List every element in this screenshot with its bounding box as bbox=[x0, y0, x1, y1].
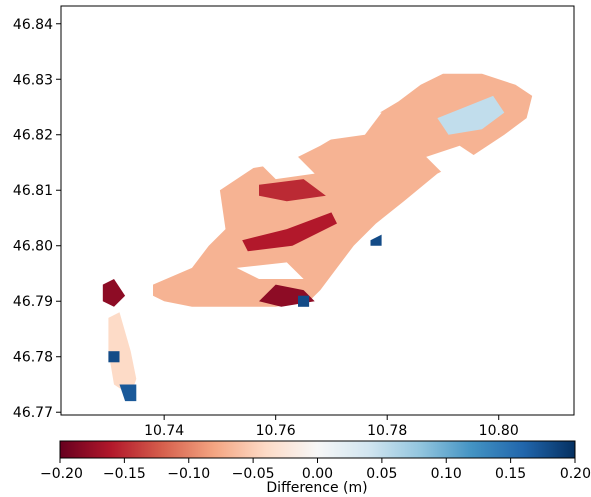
y-tick-label: 46.80 bbox=[13, 239, 53, 255]
x-tick-label: 10.80 bbox=[479, 423, 519, 439]
colorbar-tick-label: −0.20 bbox=[40, 466, 83, 482]
colorbar-tick-label: −0.05 bbox=[232, 466, 275, 482]
y-tick-label: 46.83 bbox=[13, 72, 53, 88]
heatmap-region bbox=[119, 384, 137, 402]
colorbar-tick-label: −0.15 bbox=[103, 466, 146, 482]
heatmap-region bbox=[108, 312, 137, 396]
colorbar-tick-label: 0.20 bbox=[560, 466, 591, 482]
x-axis: 10.74 10.76 10.78 10.80 bbox=[144, 415, 519, 439]
colorbar-axis: −0.20 −0.15 −0.10 −0.05 0.00 0.05 0.10 0.15 0.20 bbox=[40, 458, 591, 482]
heatmap-region bbox=[298, 295, 310, 307]
x-tick-label: 10.74 bbox=[144, 423, 184, 439]
no-data-gap bbox=[303, 107, 382, 141]
y-tick-label: 46.79 bbox=[13, 294, 53, 310]
heatmap-region bbox=[437, 95, 505, 135]
heatmap-region bbox=[259, 179, 326, 202]
colorbar-tick-label: −0.10 bbox=[167, 466, 210, 482]
heatmap-region bbox=[370, 234, 382, 246]
heatmap-region bbox=[102, 279, 126, 307]
no-data-gap bbox=[236, 262, 304, 279]
y-axis: 46.77 46.78 46.79 46.80 46.81 46.82 46.83 46.84 bbox=[13, 17, 61, 421]
y-tick-label: 46.77 bbox=[13, 405, 53, 421]
y-tick-label: 46.78 bbox=[13, 350, 53, 366]
y-tick-label: 46.84 bbox=[13, 17, 53, 33]
colorbar-tick-label: 0.10 bbox=[431, 466, 462, 482]
colorbar-tick-label: 0.15 bbox=[495, 466, 526, 482]
y-tick-label: 46.81 bbox=[13, 183, 53, 199]
heatmap-region bbox=[242, 212, 337, 252]
colorbar bbox=[59, 440, 576, 459]
colorbar-tick-label: 0.05 bbox=[366, 466, 397, 482]
heatmap-region bbox=[108, 351, 120, 363]
y-tick-label: 46.82 bbox=[13, 128, 53, 144]
x-tick-label: 10.76 bbox=[256, 423, 296, 439]
no-data-gap bbox=[426, 145, 477, 174]
x-tick-label: 10.78 bbox=[367, 423, 407, 439]
heatmap-regions bbox=[102, 73, 533, 402]
plot-frame bbox=[60, 5, 575, 416]
no-data-gap bbox=[259, 156, 315, 180]
colorbar-label: Difference (m) bbox=[266, 480, 367, 496]
colorbar-tick-label: 0.00 bbox=[302, 466, 333, 482]
